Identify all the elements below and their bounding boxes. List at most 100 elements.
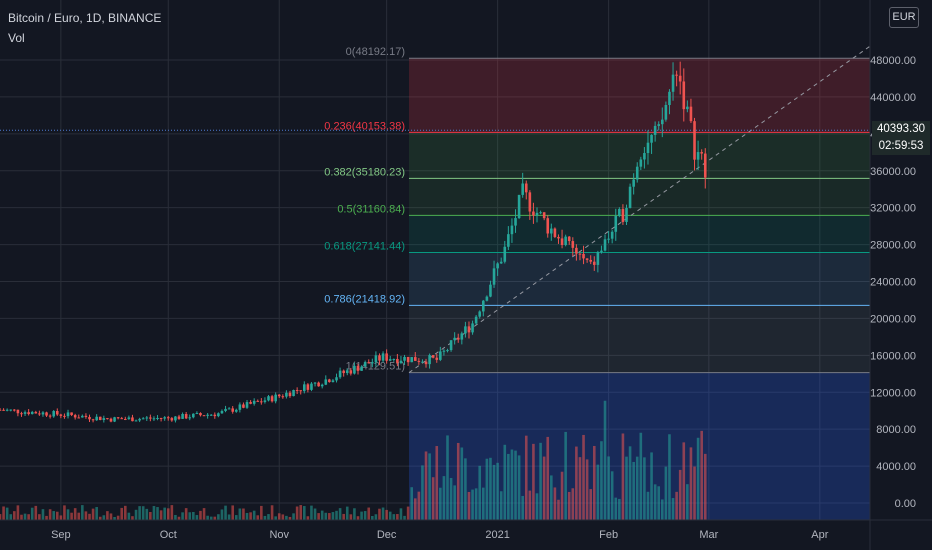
volume-bar [98,516,102,520]
candle-body [356,365,360,371]
candle-body [600,250,603,253]
volume-bar [464,458,467,520]
candle-body [535,212,539,216]
volume-bar [127,512,131,520]
candle-body [27,412,30,415]
x-axis-tick-label: Oct [160,529,177,541]
volume-bar [596,464,600,520]
last-price-tag: 40393.30 02:59:53 [872,121,930,155]
volume-bar [45,515,48,520]
candle-body [224,408,227,411]
volume-bar [650,452,653,520]
volume-bar [503,444,507,520]
volume-bar [324,512,328,520]
volume-bar [460,447,464,520]
candle-body [345,370,349,374]
volume-bar [496,462,499,520]
candle-body [98,416,102,420]
candle-body [45,412,48,416]
fib-level-label: 0.382(35180.23) [324,166,405,178]
volume-bar [521,495,524,520]
candle-body [396,358,399,363]
volume-bar [686,484,689,520]
volume-bar [478,465,482,520]
candle-body [410,357,413,363]
volume-bar [295,506,299,520]
candle-body [331,380,335,383]
volume-bar [413,498,417,520]
volume-bar [439,487,442,520]
candle-body [73,415,77,418]
currency-button[interactable]: EUR [889,7,919,28]
volume-bar [217,514,220,520]
candle-body [127,417,131,420]
fib-zone [409,372,870,520]
candle-body [464,326,467,334]
volume-bar [38,514,41,520]
volume-bar [328,513,331,520]
candle-body [442,350,446,352]
fib-zone [409,215,870,253]
volume-bar [474,488,478,520]
volume-bar [664,466,668,520]
candle-body [13,409,16,411]
x-axis-tick-label: Nov [269,529,289,541]
fib-level-label: 0.786(21418.92) [324,293,405,305]
volume-bar [213,516,217,520]
volume-bar [227,514,231,520]
candle-body [693,121,696,160]
volume-bar [245,512,249,520]
volume-bar [571,488,575,520]
volume-bar [625,456,628,520]
candle-body [453,337,456,341]
volume-bar [166,508,170,520]
volume-bar [184,508,188,520]
volume-bar [263,515,267,520]
candle-body [503,246,507,262]
volume-bar [578,457,582,520]
x-axis-tick-label: Dec [377,529,397,541]
volume-bar [646,491,650,520]
candle-body [234,409,238,412]
volume-bar [106,511,109,520]
x-axis-tick-label: Mar [699,529,718,541]
volume-bar [310,505,313,520]
candle-body [353,365,356,374]
candle-body [209,414,213,416]
volume-bar [238,508,242,520]
candle-body [625,207,628,222]
volume-bar [5,507,9,520]
volume-bar [417,491,421,520]
symbol-title: Bitcoin / Euro, 1D, BINANCE [8,11,162,25]
volume-bar [260,505,263,520]
candle-body [514,218,517,226]
candle-body [70,412,73,416]
candle-body [63,415,66,417]
candle-body [95,416,98,421]
volume-bar [156,507,159,520]
candle-body [66,412,70,417]
volume-bar [342,513,345,520]
volume-bar [234,515,238,520]
volume-bar [585,459,589,520]
candle-body [120,418,124,420]
volume-bar [16,505,20,520]
candle-body [575,247,578,254]
candle-body [686,106,689,110]
y-axis-tick-label: 4000.00 [876,461,916,473]
volume-bar [252,510,256,520]
volume-bar [281,514,285,520]
volume-bar [499,491,503,520]
y-axis-tick-label: 44000.00 [870,92,916,104]
volume-bar [428,453,431,520]
candle-body [567,236,571,242]
volume-bar [313,508,317,520]
volume-bar [192,511,195,520]
volume-bar [628,446,632,520]
candle-body [141,418,145,420]
candle-body [460,333,464,340]
candle-body [149,417,152,419]
candle-body [650,134,653,143]
volume-bar [335,510,338,520]
